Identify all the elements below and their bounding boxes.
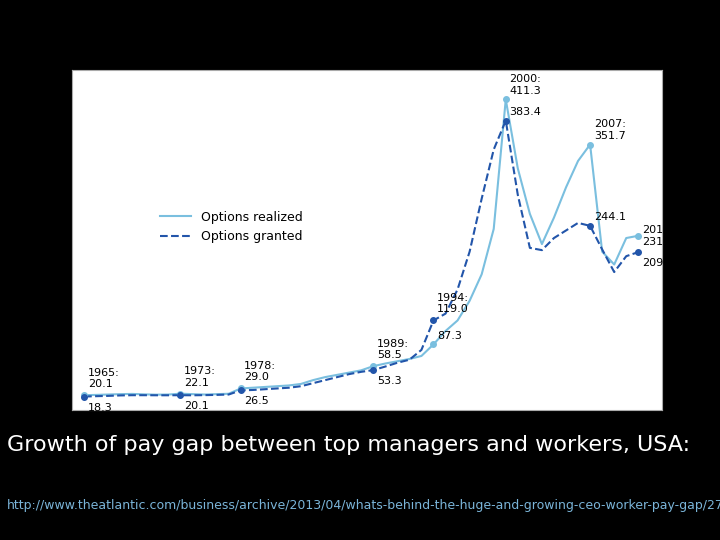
Text: 2007:
351.7: 2007: 351.7 <box>594 119 626 141</box>
Text: 1989:
58.5: 1989: 58.5 <box>377 339 409 360</box>
Legend: Options realized, Options granted: Options realized, Options granted <box>155 206 308 248</box>
Text: http://www.theatlantic.com/business/archive/2013/04/whats-behind-the-huge-and-gr: http://www.theatlantic.com/business/arch… <box>7 500 720 512</box>
Text: 2000:
411.3: 2000: 411.3 <box>509 74 541 96</box>
Text: 18.3: 18.3 <box>88 403 112 413</box>
Text: 209.4: 209.4 <box>642 258 674 268</box>
Text: 20.1: 20.1 <box>184 401 209 411</box>
Text: 53.3: 53.3 <box>377 376 402 386</box>
Text: 1978:
29.0: 1978: 29.0 <box>244 361 276 382</box>
Text: 2011:
231.0: 2011: 231.0 <box>642 225 674 247</box>
Text: 244.1: 244.1 <box>594 212 626 222</box>
Text: 26.5: 26.5 <box>244 396 269 407</box>
Text: 383.4: 383.4 <box>509 107 541 117</box>
Text: Growth of pay gap between top managers and workers, USA:: Growth of pay gap between top managers a… <box>7 435 690 455</box>
Text: 1994:
119.0: 1994: 119.0 <box>437 293 469 314</box>
Text: 1973:
22.1: 1973: 22.1 <box>184 366 216 388</box>
Text: 87.3: 87.3 <box>437 330 462 341</box>
Text: 1965:
20.1: 1965: 20.1 <box>88 368 120 389</box>
Y-axis label: Ratio, CEO/worker compensation: Ratio, CEO/worker compensation <box>22 137 35 343</box>
